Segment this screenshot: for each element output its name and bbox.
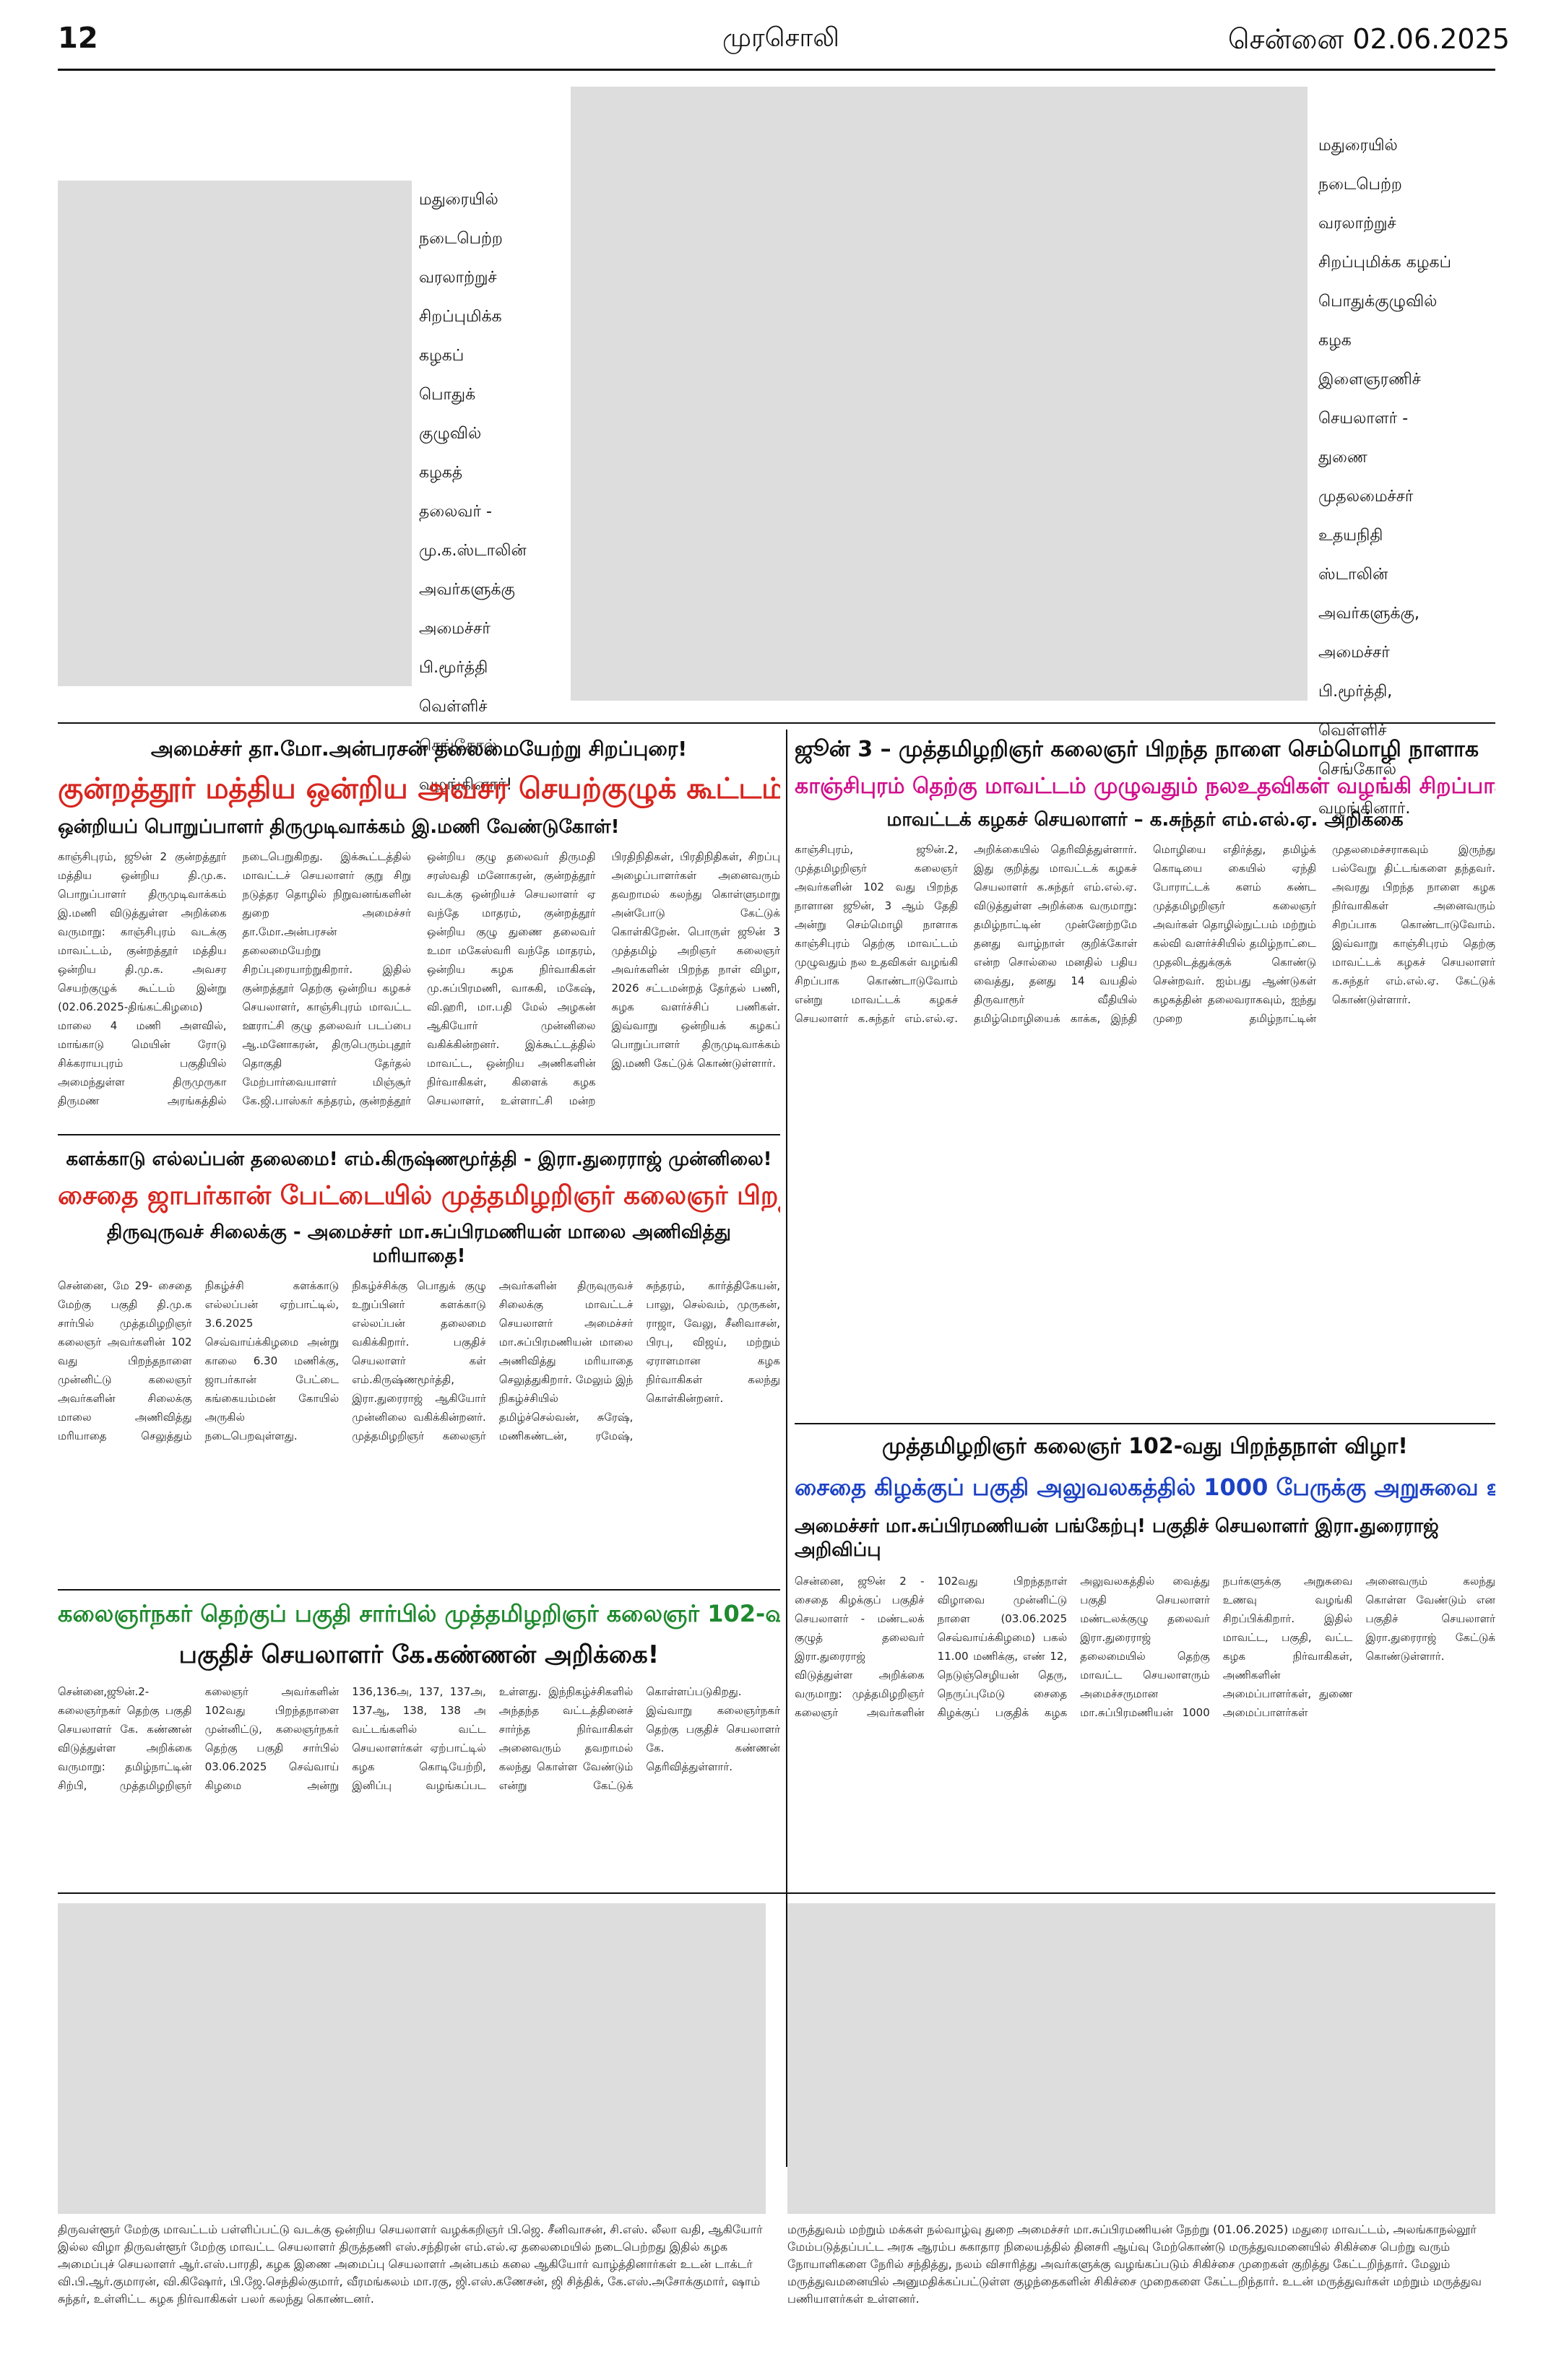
article-subhead: ஒன்றியப் பொறுப்பாளர் திருமுடிவாக்கம் இ.ம… <box>58 816 620 838</box>
article-body: சென்னை,ஜூன்.2- கலைஞர்நகர் தெற்கு பகுதி ச… <box>58 1685 780 1792</box>
article-subhead: பகுதிச் செயலாளர் கே.கண்ணன் அறிக்கை! <box>178 1640 660 1669</box>
article-headline: சைதை ஜாபர்கான் பேட்டையில் முத்தமிழறிஞர் … <box>58 1181 780 1211</box>
edition-date: சென்னை 02.06.2025 <box>1228 23 1510 55</box>
masthead-rule <box>58 69 1495 71</box>
photo-bottom-left <box>58 1903 766 2214</box>
photo-caption-right: மதுரையில் நடைபெற்ற வரலாற்றுச் சிறப்புமிக… <box>1318 137 1451 818</box>
article-kicker: ஜூன் 3 – முத்தமிழறிஞர் கலைஞர் பிறந்த நாள… <box>795 737 1479 762</box>
photo-bottom-right <box>787 1903 1495 2214</box>
article-saidapet: களக்காடு எல்லப்பன் தலைமை! எம்.கிருஷ்ணமூர… <box>58 1148 780 1623</box>
section-divider <box>58 1134 780 1135</box>
article-headline: குன்றத்தூர் மத்திய ஒன்றிய அவசர செயற்குழு… <box>58 772 780 805</box>
article-kalaignar-nagar: கலைஞர்நகர் தெற்குப் பகுதி சார்பில் முத்த… <box>58 1600 780 1892</box>
photo-left <box>58 181 412 686</box>
vertical-divider <box>786 730 787 2167</box>
photo-note-left: திருவள்ளூர் மேற்கு மாவட்டம் பள்ளிப்பட்டு… <box>58 2223 763 2306</box>
article-subhead: மாவட்டக் கழகச் செயலாளர் – க.சுந்தர் எம்.… <box>886 809 1404 831</box>
article-kanchipuram: ஜூன் 3 – முத்தமிழறிஞர் கலைஞர் பிறந்த நாள… <box>795 737 1495 1476</box>
article-body: சென்னை, ஜூன் 2 - சைதை கிழக்குப் பகுதிச் … <box>795 1575 1495 1719</box>
article-body: காஞ்சிபுரம், ஜூன் 2 குன்றத்தூர் மத்திய ஒ… <box>58 850 780 1107</box>
article-subhead: அமைச்சர் மா.சுப்பிரமணியன் பங்கேற்பு! பகு… <box>795 1515 1439 1561</box>
photo-right <box>571 87 1308 701</box>
page-number: 12 <box>58 22 98 55</box>
article-subhead: திருவுருவச் சிலைக்கு - அமைச்சர் மா.சுப்ப… <box>107 1221 731 1267</box>
article-headline: சைதை கிழக்குப் பகுதி அலுவலகத்தில் 1000 ப… <box>795 1474 1495 1501</box>
article-kundrathur: அமைச்சர் தா.மோ.அன்பரசன் தலைமையேற்று சிறப… <box>58 737 780 1158</box>
section-divider <box>795 1423 1495 1424</box>
photo-caption-left: மதுரையில் நடைபெற்ற வரலாற்றுச் சிறப்புமிக… <box>419 191 527 794</box>
photo-note-right: மருத்துவம் மற்றும் மக்கள் நல்வாழ்வு துறை… <box>787 2223 1482 2306</box>
section-divider <box>58 722 1495 724</box>
masthead: 12 முரசொலி சென்னை 02.06.2025 <box>0 0 1543 79</box>
article-body: சென்னை, மே 29- சைதை மேற்கு பகுதி தி.மு.க… <box>58 1279 780 1442</box>
article-kicker: முத்தமிழறிஞர் கலைஞர் 102-வது பிறந்தநாள் … <box>882 1434 1408 1459</box>
article-headline: காஞ்சிபுரம் தெற்கு மாவட்டம் முழுவதும் நல… <box>795 774 1495 799</box>
article-saidai-east: முத்தமிழறிஞர் கலைஞர் 102-வது பிறந்தநாள் … <box>795 1434 1495 1933</box>
section-divider <box>58 1589 780 1591</box>
newspaper-name: முரசொலி <box>722 23 839 53</box>
article-kicker: அமைச்சர் தா.மோ.அன்பரசன் தலைமையேற்று சிறப… <box>150 737 688 761</box>
article-body: காஞ்சிபுரம், ஜூன்.2, முத்தமிழறிஞர் கலைஞர… <box>795 843 1495 1025</box>
article-kicker: களக்காடு எல்லப்பன் தலைமை! எம்.கிருஷ்ணமூர… <box>66 1148 772 1170</box>
section-divider <box>58 1892 1495 1894</box>
article-headline: கலைஞர்நகர் தெற்குப் பகுதி சார்பில் முத்த… <box>58 1600 780 1627</box>
